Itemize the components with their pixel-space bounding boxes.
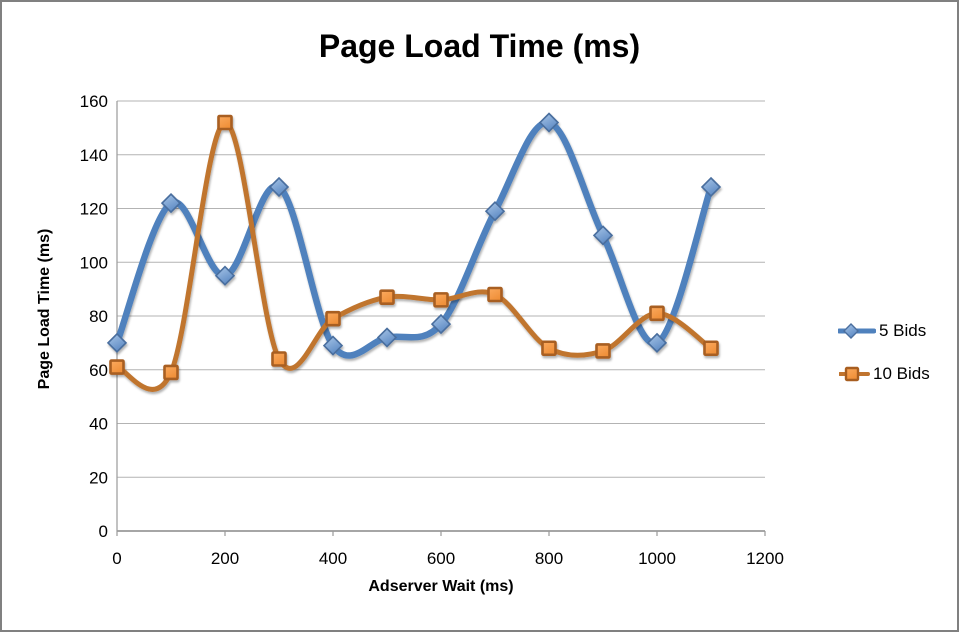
data-point-marker — [433, 292, 449, 308]
legend-square-marker-icon — [844, 366, 860, 382]
data-point-marker — [379, 289, 395, 305]
data-point-marker — [703, 340, 719, 357]
legend-label-10-bids: 10 Bids — [873, 364, 930, 383]
x-tick-label: 600 — [427, 549, 455, 568]
data-point-marker — [487, 286, 503, 303]
grid-layer — [116, 100, 766, 536]
y-tick-label: 160 — [80, 92, 108, 111]
data-point-marker — [163, 364, 179, 381]
data-point-marker — [214, 265, 236, 286]
data-point-marker — [109, 359, 125, 375]
series-10-bids — [109, 114, 719, 392]
y-tick-label: 120 — [80, 200, 108, 219]
y-tick-label: 100 — [80, 253, 108, 272]
y-tick-label: 20 — [89, 468, 108, 487]
data-point-marker — [268, 176, 290, 198]
data-point-marker — [325, 310, 341, 327]
data-point-marker — [538, 112, 560, 133]
x-tick-label: 0 — [112, 549, 121, 568]
x-tick-label: 1000 — [638, 549, 676, 568]
x-tick-label: 200 — [211, 549, 239, 568]
legend-item-5-bids: 5 Bids — [838, 321, 926, 341]
data-point-marker — [376, 327, 398, 348]
data-point-marker — [484, 201, 506, 222]
y-axis-title: Page Load Time (ms) — [36, 228, 53, 390]
legend-item-10-bids: 10 Bids — [839, 364, 930, 384]
series-line — [113, 119, 715, 359]
series-5-bids — [106, 112, 722, 359]
data-point-marker — [322, 335, 344, 356]
data-point-marker — [592, 225, 614, 246]
y-tick-label: 60 — [89, 361, 108, 380]
x-tick-label: 800 — [535, 549, 563, 568]
legend-diamond-marker-icon — [843, 323, 859, 339]
x-axis-title: Adserver Wait (ms) — [368, 578, 514, 595]
x-tick-label: 400 — [319, 549, 347, 568]
data-point-marker — [430, 313, 452, 335]
legend-marker-5-bids-icon — [838, 323, 876, 339]
tick-label-layer: 0 20 40 60 80 100 120 140 160 0 200 400 600 800 1000 12… — [80, 92, 784, 568]
data-point-marker — [646, 332, 668, 354]
data-point-marker — [649, 305, 665, 322]
y-tick-label: 140 — [80, 146, 108, 165]
data-point-marker — [160, 192, 182, 214]
data-point-marker — [595, 343, 611, 359]
y-tick-label: 80 — [89, 307, 108, 326]
x-tick-label: 1200 — [746, 549, 784, 568]
y-tick-label: 40 — [89, 415, 108, 434]
data-point-marker — [271, 351, 287, 367]
data-point-marker — [700, 176, 722, 198]
legend-label-5-bids: 5 Bids — [879, 321, 927, 340]
legend-marker-10-bids-icon — [839, 366, 870, 382]
data-point-marker — [106, 332, 128, 354]
chart-title: Page Load Time (ms) — [318, 28, 641, 64]
data-point-marker — [541, 340, 557, 357]
series-layer — [106, 112, 722, 392]
data-point-marker — [217, 114, 233, 131]
y-tick-label: 0 — [99, 522, 108, 541]
